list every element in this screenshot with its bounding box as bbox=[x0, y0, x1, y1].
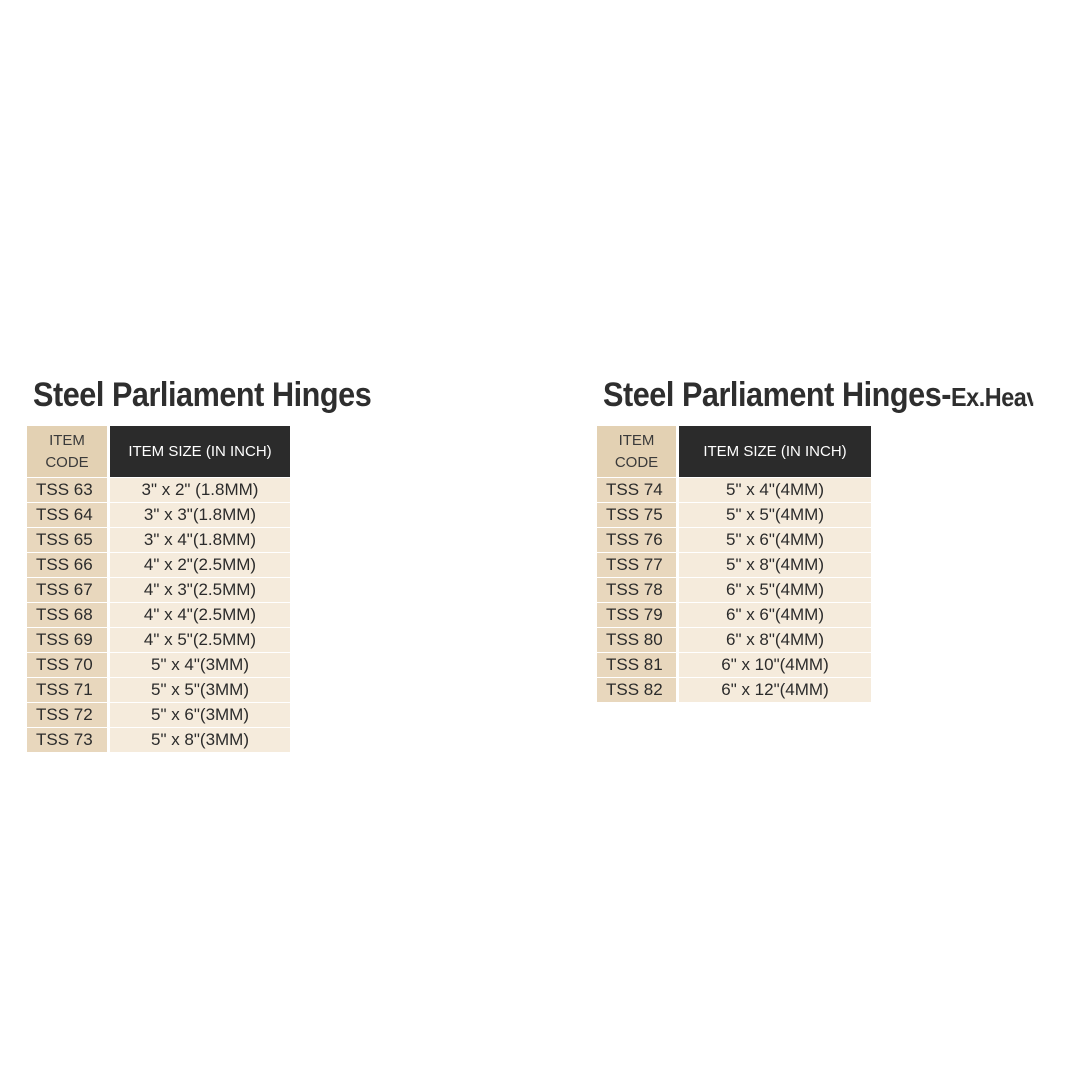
item-size: 3" x 2" (1.8MM) bbox=[110, 478, 290, 503]
item-size: 3" x 3"(1.8MM) bbox=[110, 503, 290, 528]
table-row: TSS 63 3" x 2" (1.8MM) bbox=[27, 478, 290, 503]
item-size: 5" x 5"(3MM) bbox=[110, 678, 290, 703]
item-code: TSS 75 bbox=[597, 503, 676, 528]
table-row: TSS 71 5" x 5"(3MM) bbox=[27, 678, 290, 703]
header-item-code: ITEM CODE bbox=[27, 426, 107, 477]
header-row: ITEM CODE ITEM SIZE (IN INCH) bbox=[597, 426, 871, 477]
item-code: TSS 78 bbox=[597, 578, 676, 603]
table-title-right: Steel Parliament Hinges-Ex.Heavy bbox=[603, 376, 1033, 415]
item-size: 4" x 2"(2.5MM) bbox=[110, 553, 290, 578]
item-size: 6" x 6"(4MM) bbox=[679, 603, 871, 628]
header-item-size: ITEM SIZE (IN INCH) bbox=[110, 426, 290, 477]
table-row: TSS 69 4" x 5"(2.5MM) bbox=[27, 628, 290, 653]
table-row: TSS 64 3" x 3"(1.8MM) bbox=[27, 503, 290, 528]
table-row: TSS 75 5" x 5"(4MM) bbox=[597, 503, 871, 528]
item-code: TSS 74 bbox=[597, 478, 676, 503]
table-row: TSS 66 4" x 2"(2.5MM) bbox=[27, 553, 290, 578]
item-code: TSS 72 bbox=[27, 703, 107, 728]
table-row: TSS 81 6" x 10"(4MM) bbox=[597, 653, 871, 678]
item-size: 5" x 4"(3MM) bbox=[110, 653, 290, 678]
item-size: 6" x 5"(4MM) bbox=[679, 578, 871, 603]
table-title-left: Steel Parliament Hinges bbox=[33, 376, 393, 415]
item-size: 6" x 8"(4MM) bbox=[679, 628, 871, 653]
hinges-table-ex-heavy: ITEM CODE ITEM SIZE (IN INCH) TSS 74 5" x… bbox=[597, 426, 871, 703]
item-size: 3" x 4"(1.8MM) bbox=[110, 528, 290, 553]
title-text: Steel Parliament Hinges- bbox=[603, 376, 952, 414]
item-size: 4" x 5"(2.5MM) bbox=[110, 628, 290, 653]
item-code: TSS 69 bbox=[27, 628, 107, 653]
item-size: 6" x 10"(4MM) bbox=[679, 653, 871, 678]
item-code: TSS 79 bbox=[597, 603, 676, 628]
hinges-table-standard: ITEM CODE ITEM SIZE (IN INCH) TSS 63 3" x… bbox=[27, 426, 290, 753]
table-row: TSS 67 4" x 3"(2.5MM) bbox=[27, 578, 290, 603]
item-code: TSS 66 bbox=[27, 553, 107, 578]
item-size: 5" x 4"(4MM) bbox=[679, 478, 871, 503]
table-row: TSS 80 6" x 8"(4MM) bbox=[597, 628, 871, 653]
item-size: 5" x 5"(4MM) bbox=[679, 503, 871, 528]
table-row: TSS 79 6" x 6"(4MM) bbox=[597, 603, 871, 628]
table-row: TSS 78 6" x 5"(4MM) bbox=[597, 578, 871, 603]
table-row: TSS 74 5" x 4"(4MM) bbox=[597, 478, 871, 503]
item-size: 5" x 8"(4MM) bbox=[679, 553, 871, 578]
title-subtitle: Ex.Heavy bbox=[951, 382, 1033, 412]
item-code: TSS 70 bbox=[27, 653, 107, 678]
item-code: TSS 73 bbox=[27, 728, 107, 753]
item-code: TSS 67 bbox=[27, 578, 107, 603]
item-code: TSS 80 bbox=[597, 628, 676, 653]
table-row: TSS 77 5" x 8"(4MM) bbox=[597, 553, 871, 578]
table-row: TSS 70 5" x 4"(3MM) bbox=[27, 653, 290, 678]
item-code: TSS 68 bbox=[27, 603, 107, 628]
item-code: TSS 76 bbox=[597, 528, 676, 553]
table-row: TSS 73 5" x 8"(3MM) bbox=[27, 728, 290, 753]
table-row: TSS 82 6" x 12"(4MM) bbox=[597, 678, 871, 703]
item-code: TSS 65 bbox=[27, 528, 107, 553]
item-code: TSS 81 bbox=[597, 653, 676, 678]
table-row: TSS 72 5" x 6"(3MM) bbox=[27, 703, 290, 728]
item-size: 5" x 6"(4MM) bbox=[679, 528, 871, 553]
item-code: TSS 82 bbox=[597, 678, 676, 703]
table-row: TSS 68 4" x 4"(2.5MM) bbox=[27, 603, 290, 628]
item-size: 4" x 4"(2.5MM) bbox=[110, 603, 290, 628]
title-text: Steel Parliament Hinges bbox=[33, 376, 372, 414]
item-size: 5" x 8"(3MM) bbox=[110, 728, 290, 753]
item-code: TSS 64 bbox=[27, 503, 107, 528]
header-item-code: ITEM CODE bbox=[597, 426, 676, 477]
table-row: TSS 65 3" x 4"(1.8MM) bbox=[27, 528, 290, 553]
item-size: 6" x 12"(4MM) bbox=[679, 678, 871, 703]
header-item-size: ITEM SIZE (IN INCH) bbox=[679, 426, 871, 477]
item-code: TSS 77 bbox=[597, 553, 676, 578]
item-code: TSS 63 bbox=[27, 478, 107, 503]
header-row: ITEM CODE ITEM SIZE (IN INCH) bbox=[27, 426, 290, 477]
table-row: TSS 76 5" x 6"(4MM) bbox=[597, 528, 871, 553]
item-size: 5" x 6"(3MM) bbox=[110, 703, 290, 728]
item-code: TSS 71 bbox=[27, 678, 107, 703]
item-size: 4" x 3"(2.5MM) bbox=[110, 578, 290, 603]
